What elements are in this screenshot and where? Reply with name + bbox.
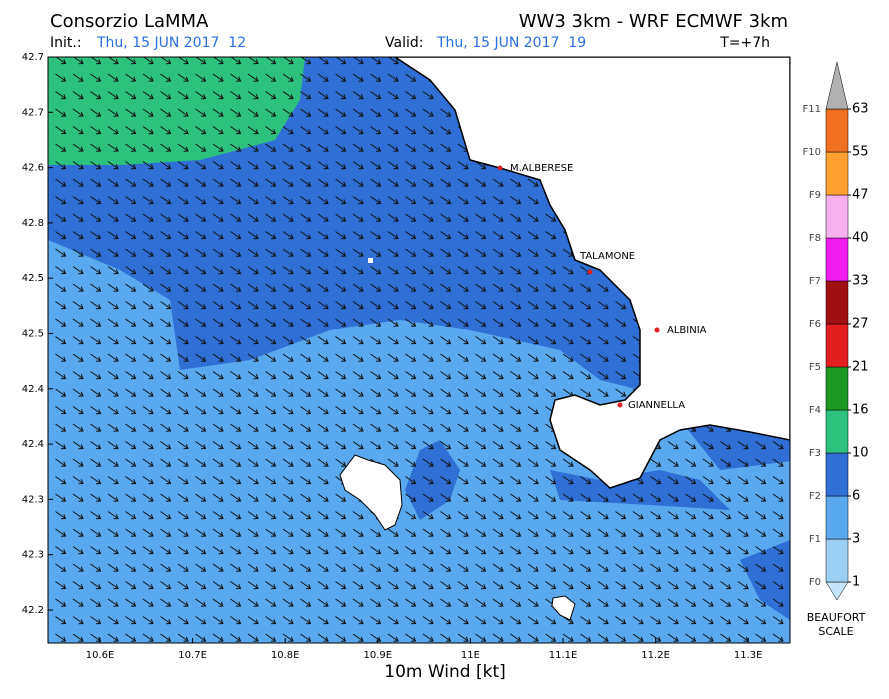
map [48,57,790,643]
legend-value: 21 [852,360,869,375]
beaufort-label: F7 [809,276,821,287]
legend-swatch [825,323,849,368]
legend-title: BEAUFORT SCALE [807,611,866,638]
legend-value: 33 [852,274,869,289]
place-label: M.ALBERESE [510,163,573,174]
lat-label: 42.8 [22,218,44,229]
lon-label: 11E [461,650,480,661]
legend-low [825,581,849,601]
beaufort-label: F11 [803,104,821,115]
island [551,595,576,621]
legend-swatch [825,280,849,325]
place-dot [654,327,660,333]
legend-high [825,61,849,110]
place-dot [587,269,593,275]
legend-swatch [825,108,849,153]
legend-swatch [825,409,849,454]
beaufort-label: F8 [809,233,821,244]
land [393,57,790,489]
lon-label: 10.8E [271,650,300,661]
island [339,454,403,531]
legend-swatch [825,194,849,239]
lon-label: 10.7E [178,650,207,661]
beaufort-label: F0 [809,577,821,588]
lon-label: 11.2E [641,650,670,661]
lon-label: 10.9E [364,650,393,661]
islet [368,258,373,263]
beaufort-label: F2 [809,491,821,502]
valid-label: Valid: [385,35,423,51]
legend-value: 16 [852,403,869,418]
lat-label: 42.7 [22,52,44,63]
legend-value: 27 [852,317,869,332]
place-label: GIANNELLA [628,400,685,411]
lon-label: 10.6E [86,650,115,661]
lat-label: 42.5 [22,273,44,284]
legend-swatch [825,538,849,583]
legend-value: 40 [852,231,869,246]
legend-swatch [825,452,849,497]
place-label: TALAMONE [579,251,635,262]
beaufort-label: F5 [809,362,821,373]
init: Thu, 15 JUN 2017 12 [96,35,246,51]
lat-label: 42.4 [22,439,44,450]
step: T=+7h [719,35,770,51]
lon-label: 11.3E [734,650,763,661]
legend-swatch [825,151,849,196]
legend-value: 10 [852,446,869,461]
beaufort-label: F9 [809,190,821,201]
lat-label: 42.3 [22,494,44,505]
beaufort-label: F6 [809,319,821,330]
legend-value: 63 [852,102,869,117]
place-dot [617,402,623,408]
legend-swatch [825,366,849,411]
lat-label: 42.6 [22,163,44,174]
x-label: 10m Wind [kt] [384,662,506,682]
init-label: Init.: [50,35,82,51]
beaufort-label: F4 [809,405,821,416]
legend-swatch [825,237,849,282]
legend-swatch [825,495,849,540]
frame [47,56,791,644]
valid: Thu, 15 JUN 2017 19 [436,35,586,51]
legend-value: 1 [852,575,860,590]
legend-value: 6 [852,489,860,504]
beaufort-label: F10 [803,147,821,158]
place-label: ALBINIA [667,325,707,336]
lat-label: 42.5 [22,329,44,340]
legend-value: 3 [852,532,860,547]
lat-label: 42.2 [22,605,44,616]
place-dot [497,165,503,171]
legend-value: 55 [852,145,869,160]
model: WW3 3km - WRF ECMWF 3km [519,11,788,32]
lat-label: 42.3 [22,550,44,561]
lat-label: 42.4 [22,384,44,395]
beaufort-label: F1 [809,534,821,545]
beaufort-label: F3 [809,448,821,459]
lat-label: 42.7 [22,107,44,118]
lon-label: 11.1E [549,650,578,661]
legend-value: 47 [852,188,869,203]
title: Consorzio LaMMA [50,11,209,32]
